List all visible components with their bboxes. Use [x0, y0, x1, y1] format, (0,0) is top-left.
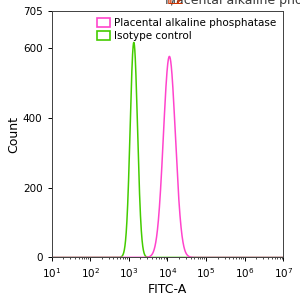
- Text: E2: E2: [169, 0, 184, 7]
- Text: Placental alkaline phosphatase /: Placental alkaline phosphatase /: [166, 0, 300, 7]
- Text: /: /: [167, 0, 180, 7]
- X-axis label: FITC-A: FITC-A: [148, 283, 187, 296]
- Text: E1: E1: [167, 0, 182, 7]
- Y-axis label: Count: Count: [7, 116, 20, 153]
- Legend: Placental alkaline phosphatase, Isotype control: Placental alkaline phosphatase, Isotype …: [95, 16, 278, 43]
